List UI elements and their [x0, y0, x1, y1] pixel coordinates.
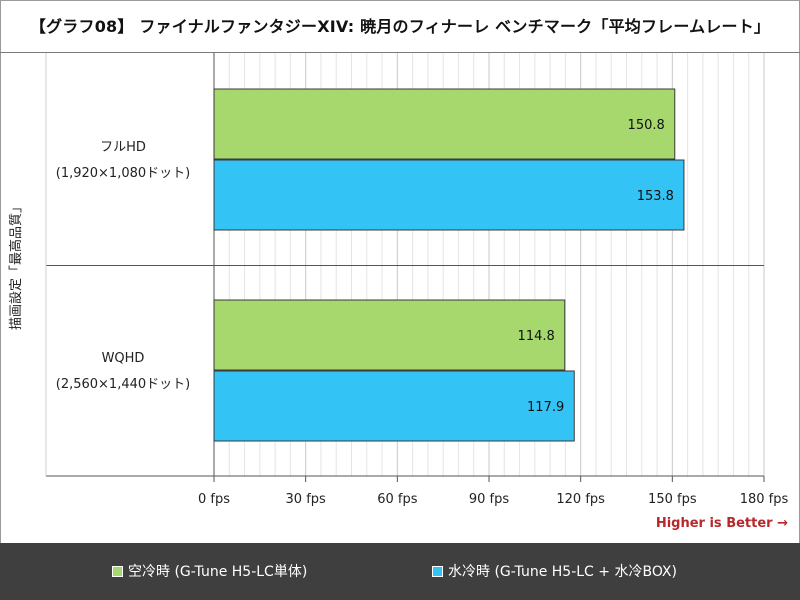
x-tick-label: 90 fps [469, 492, 510, 507]
x-tick-label: 60 fps [377, 492, 418, 507]
legend-item-air-cooled: 空冷時 (G-Tune H5-LC単体) [112, 561, 307, 581]
higher-is-better-note: Higher is Better → [655, 516, 788, 531]
category-sublabel: (1,920×1,080ドット) [56, 166, 190, 181]
bar-value-label: 150.8 [628, 118, 665, 133]
x-tick-label: 30 fps [286, 492, 327, 507]
category-label: フルHD [100, 140, 146, 155]
x-tick-label: 180 fps [740, 492, 789, 507]
legend: 空冷時 (G-Tune H5-LC単体) 水冷時 (G-Tune H5-LC +… [0, 543, 800, 600]
bar-value-label: 153.8 [637, 189, 674, 204]
bar-air-cooled [213, 299, 566, 371]
x-tick-label: 120 fps [556, 492, 605, 507]
category-label: WQHD [102, 351, 145, 366]
bar-water-cooled [213, 159, 685, 231]
legend-swatch-blue [432, 565, 443, 577]
x-tick-label: 0 fps [198, 492, 230, 507]
chart-title: 【グラフ08】 ファイナルファンタジーXIV: 暁月のフィナーレ ベンチマーク「… [29, 17, 771, 36]
y-axis-title: 描画設定「最高品質」 [8, 200, 24, 330]
bar-water-cooled [213, 370, 575, 442]
x-tick-label: 150 fps [648, 492, 697, 507]
bar-value-label: 114.8 [518, 329, 555, 344]
category-sublabel: (2,560×1,440ドット) [56, 377, 190, 392]
bar-air-cooled [213, 88, 676, 160]
legend-label-water-cooled: 水冷時 (G-Tune H5-LC + 水冷BOX) [448, 564, 677, 580]
legend-label-air-cooled: 空冷時 (G-Tune H5-LC単体) [128, 564, 308, 580]
legend-item-water-cooled: 水冷時 (G-Tune H5-LC + 水冷BOX) [432, 561, 677, 581]
bar-value-label: 117.9 [527, 400, 564, 415]
legend-swatch-green [112, 565, 123, 577]
title-divider [0, 52, 800, 53]
bar-chart: 0 fps 30 fps 60 fps 90 fps 120 fps 150 fps 180… [8, 53, 789, 507]
